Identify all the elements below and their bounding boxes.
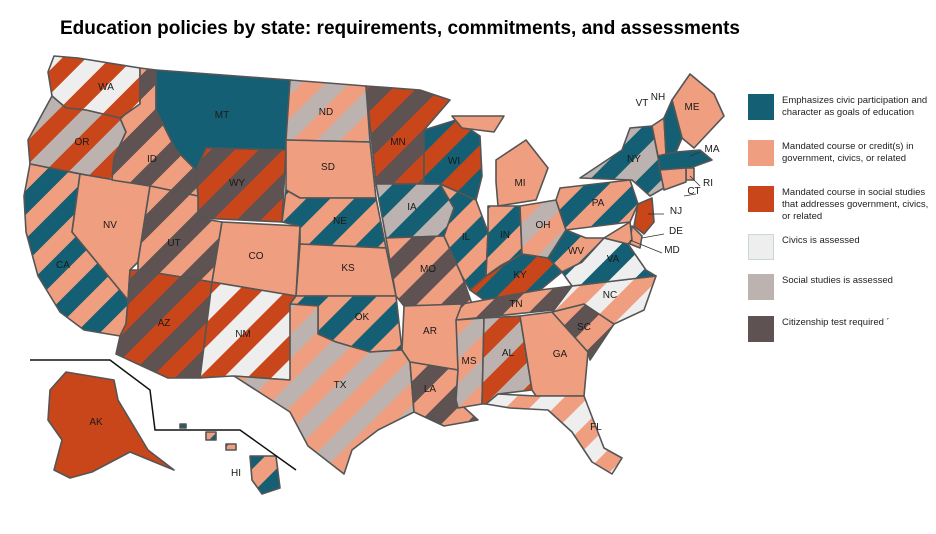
label-leader-line — [641, 233, 665, 239]
state-label-ut: UT — [167, 238, 180, 249]
state-label-il: IL — [462, 232, 471, 243]
state-label-oh: OH — [536, 220, 551, 231]
map-title: Education policies by state: requirement… — [60, 18, 740, 39]
state-label-nh: NH — [651, 92, 665, 103]
state-label-wi: WI — [448, 156, 460, 167]
state-label-ct: CT — [687, 186, 700, 197]
legend-label: Social studies is assessed — [782, 275, 893, 286]
state-label-wa: WA — [98, 82, 114, 93]
state-label-ne: NE — [333, 216, 347, 227]
state-label-al: AL — [502, 348, 515, 359]
legend-swatch — [748, 94, 774, 120]
state-label-wy: WY — [229, 178, 245, 189]
state-label-pa: PA — [592, 198, 605, 209]
state-label-mn: MN — [390, 137, 406, 148]
state-label-ma: MA — [705, 144, 720, 155]
state-label-va: VA — [607, 254, 620, 265]
state-label-ks: KS — [341, 263, 355, 274]
legend-label: Mandated course in social studies that a… — [782, 187, 929, 222]
state-label-co: CO — [249, 251, 264, 262]
legend-swatch — [748, 140, 774, 166]
state-mi — [451, 115, 549, 207]
state-label-md: MD — [664, 245, 680, 256]
legend-swatch — [748, 274, 774, 300]
state-label-wv: WV — [568, 246, 584, 257]
state-nj — [633, 197, 655, 235]
state-md — [603, 221, 633, 245]
state-label-id: ID — [147, 154, 157, 165]
state-ri — [685, 167, 695, 181]
state-label-ia: IA — [407, 202, 417, 213]
state-label-de: DE — [669, 226, 683, 237]
legend-swatch — [748, 186, 774, 212]
state-label-vt: VT — [636, 98, 649, 109]
label-leader-line — [629, 239, 663, 254]
states-layer — [23, 55, 725, 495]
state-label-nc: NC — [603, 290, 617, 301]
label-leader-line — [689, 175, 701, 187]
state-label-nj: NJ — [670, 206, 682, 217]
inset-divider — [30, 359, 297, 471]
state-label-ny: NY — [627, 154, 641, 165]
legend-swatch — [748, 316, 774, 342]
state-label-ri: RI — [703, 178, 713, 189]
state-ak — [47, 371, 175, 479]
state-label-me: ME — [685, 102, 700, 113]
state-label-nd: ND — [319, 107, 333, 118]
state-nh — [663, 99, 683, 155]
state-label-sd: SD — [321, 162, 335, 173]
state-label-nv: NV — [103, 220, 117, 231]
legend-swatch — [748, 234, 774, 260]
legend-label: Emphasizes civic participation and chara… — [782, 95, 928, 118]
state-label-fl: FL — [590, 422, 602, 433]
state-ar — [401, 303, 463, 371]
state-label-ky: KY — [513, 270, 527, 281]
state-label-la: LA — [424, 384, 437, 395]
state-label-or: OR — [75, 137, 90, 148]
legend-label: Mandated course or credit(s) in governme… — [782, 141, 914, 164]
state-label-mo: MO — [420, 264, 436, 275]
state-label-tn: TN — [509, 299, 522, 310]
state-label-az: AZ — [158, 318, 171, 329]
state-label-mi: MI — [514, 178, 525, 189]
state-fl — [485, 393, 623, 475]
label-leader-line — [689, 151, 701, 157]
state-label-nm: NM — [235, 329, 251, 340]
state-label-ak: AK — [89, 417, 103, 428]
state-label-hi: HI — [231, 468, 241, 479]
legend-label: Civics is assessed — [782, 235, 860, 246]
state-tx — [233, 303, 415, 475]
state-label-ga: GA — [553, 349, 568, 360]
state-label-ar: AR — [423, 326, 437, 337]
state-label-ms: MS — [462, 356, 477, 367]
state-ct — [659, 167, 687, 191]
state-label-sc: SC — [577, 322, 591, 333]
state-label-ok: OK — [355, 312, 370, 323]
state-label-in: IN — [500, 230, 510, 241]
state-label-mt: MT — [215, 110, 229, 121]
state-label-ca: CA — [56, 260, 70, 271]
label-leader-line — [683, 193, 697, 197]
legend-label: Citizenship test required ´ — [782, 317, 890, 328]
state-hi — [179, 423, 281, 495]
state-label-tx: TX — [334, 380, 347, 391]
